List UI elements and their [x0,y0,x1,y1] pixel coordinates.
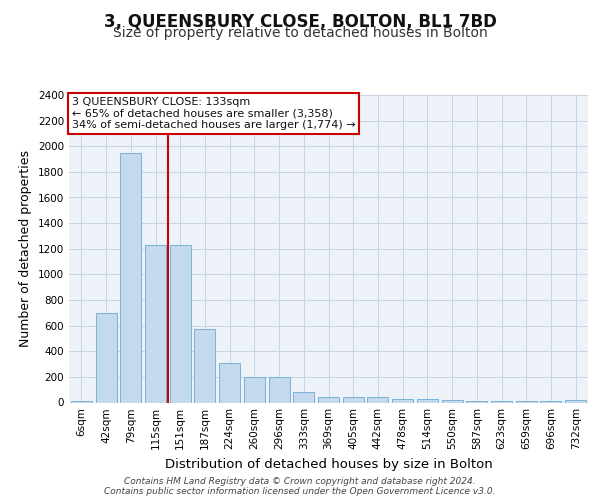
Bar [565,400,586,402]
Bar [541,401,562,402]
Bar [293,392,314,402]
Text: Contains HM Land Registry data © Crown copyright and database right 2024.
Contai: Contains HM Land Registry data © Crown c… [104,476,496,496]
Bar [466,400,487,402]
Bar [417,398,438,402]
Bar [491,401,512,402]
Bar [269,377,290,402]
Bar [219,363,240,403]
Bar [145,245,166,402]
Bar [244,377,265,402]
Bar [516,401,537,402]
Bar [120,152,141,402]
X-axis label: Distribution of detached houses by size in Bolton: Distribution of detached houses by size … [164,458,493,471]
Bar [194,330,215,402]
Bar [95,313,116,402]
Text: Size of property relative to detached houses in Bolton: Size of property relative to detached ho… [113,26,487,40]
Bar [367,398,388,402]
Bar [71,400,92,402]
Text: 3, QUEENSBURY CLOSE, BOLTON, BL1 7BD: 3, QUEENSBURY CLOSE, BOLTON, BL1 7BD [104,12,496,30]
Bar [392,398,413,402]
Bar [318,396,339,402]
Bar [170,245,191,402]
Bar [442,400,463,402]
Bar [343,398,364,402]
Y-axis label: Number of detached properties: Number of detached properties [19,150,32,347]
Text: 3 QUEENSBURY CLOSE: 133sqm
← 65% of detached houses are smaller (3,358)
34% of s: 3 QUEENSBURY CLOSE: 133sqm ← 65% of deta… [71,96,355,130]
